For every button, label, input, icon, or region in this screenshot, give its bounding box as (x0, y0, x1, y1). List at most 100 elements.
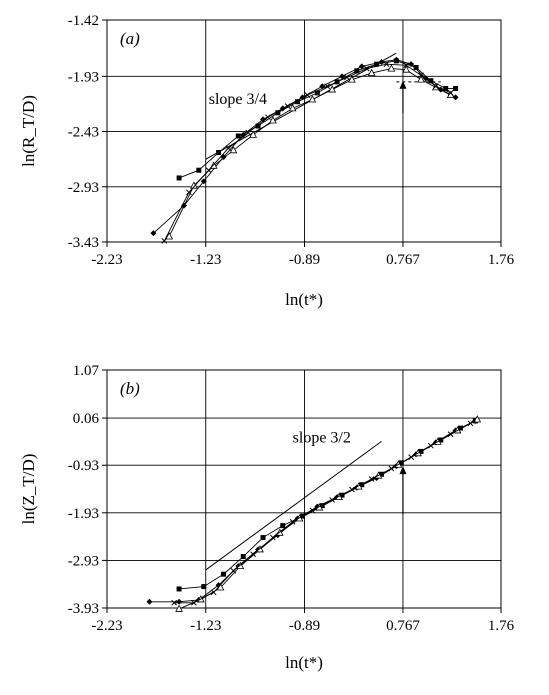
data-point (176, 586, 182, 592)
data-point (432, 83, 439, 90)
data-point (270, 534, 276, 541)
data-point (150, 230, 157, 237)
data-point (260, 535, 266, 541)
plot-frame (106, 19, 502, 243)
y-tick-label: -1.42 (68, 13, 99, 29)
series-line (174, 422, 471, 604)
data-point (348, 75, 356, 83)
data-point (196, 167, 202, 173)
data-point (453, 85, 459, 91)
data-point (458, 425, 464, 431)
x-tick-label: 0.767 (386, 618, 420, 634)
data-point (403, 62, 410, 69)
data-point (358, 63, 365, 70)
data-point (408, 454, 414, 460)
y-tick-label: -0.93 (68, 458, 99, 474)
slope-annotation: slope 3/2 (293, 429, 351, 446)
data-point (314, 90, 320, 96)
data-point (245, 129, 252, 136)
y-axis-label: ln(R_T/D) (19, 95, 38, 167)
data-point (275, 110, 281, 116)
series-line (178, 60, 456, 179)
data-point (393, 58, 399, 64)
data-point (225, 145, 232, 151)
x-tick-label: -1.23 (190, 252, 221, 268)
data-point (249, 130, 258, 138)
panel-a-chart: -2.23 -1.23 -0.89 0.767 1.76 -1.42 -1.93 -2.43 -… (19, 13, 515, 309)
data-point (229, 145, 238, 154)
data-point (452, 94, 459, 101)
data-point (221, 571, 227, 577)
slope-reference-line (205, 440, 382, 571)
data-point (387, 64, 396, 72)
series-line (163, 63, 451, 242)
data-point (467, 420, 474, 427)
data-point (288, 104, 297, 112)
data-point (165, 232, 174, 240)
data-point (402, 65, 411, 73)
data-point (255, 123, 261, 129)
data-point (368, 476, 375, 482)
data-point (210, 589, 217, 596)
panel-b-chart: -2.23 -1.23 -0.89 0.767 1.76 1.07 0.06 -0.93 -1.… (19, 363, 515, 672)
data-point (201, 584, 207, 590)
data-point (289, 518, 296, 525)
y-tick-label: -1.93 (68, 69, 99, 85)
data-point (367, 68, 376, 76)
y-tick-label: 0.06 (73, 411, 100, 427)
data-point (417, 75, 425, 83)
x-tick-label: -2.23 (91, 618, 122, 634)
data-point (443, 85, 449, 91)
data-point (269, 116, 277, 124)
data-point (200, 178, 207, 185)
data-point (328, 85, 337, 93)
data-point (240, 554, 246, 560)
y-axis-label: ln(Z_T/D) (19, 454, 38, 525)
data-point (383, 61, 390, 68)
y-tick-label: -3.93 (68, 601, 99, 617)
data-point (329, 497, 335, 503)
data-point (284, 103, 291, 110)
panel-label: (b) (120, 379, 140, 398)
y-tick-label: -2.43 (68, 125, 99, 141)
data-point (374, 61, 380, 67)
data-point (428, 442, 434, 449)
x-tick-label: -1.23 (190, 618, 221, 634)
data-point (324, 83, 331, 90)
y-tick-label: -2.93 (68, 180, 99, 196)
data-point (191, 599, 197, 606)
data-point (418, 72, 424, 79)
x-tick-label: -0.89 (289, 252, 320, 268)
x-tick-label: -0.89 (289, 618, 320, 634)
data-point (447, 431, 454, 438)
data-point (250, 551, 256, 558)
data-point (428, 78, 434, 84)
data-point (309, 507, 316, 514)
x-tick-label: 0.767 (386, 252, 420, 268)
data-point (447, 90, 454, 96)
data-point (171, 599, 178, 606)
series-line (168, 68, 451, 237)
data-point (280, 523, 286, 529)
x-tick-label: 1.76 (488, 252, 515, 268)
y-tick-label: -1.93 (68, 506, 99, 522)
x-axis-label: ln(t*) (285, 290, 323, 309)
arrow-head (399, 80, 407, 89)
x-tick-label: 1.76 (488, 618, 515, 634)
y-tick-label: -2.93 (68, 553, 99, 569)
y-tick-label: 1.07 (73, 363, 100, 379)
data-point (349, 486, 355, 493)
data-point (388, 465, 395, 472)
data-point (260, 116, 267, 123)
data-point (304, 92, 311, 98)
data-point (265, 114, 271, 121)
y-tick-label: -3.43 (68, 235, 99, 251)
data-point (363, 65, 370, 72)
slope-annotation: slope 3/4 (209, 91, 267, 108)
data-point (230, 568, 237, 574)
data-point (308, 95, 317, 103)
data-point (235, 133, 241, 139)
data-point (240, 131, 247, 138)
plot-frame (106, 369, 502, 609)
